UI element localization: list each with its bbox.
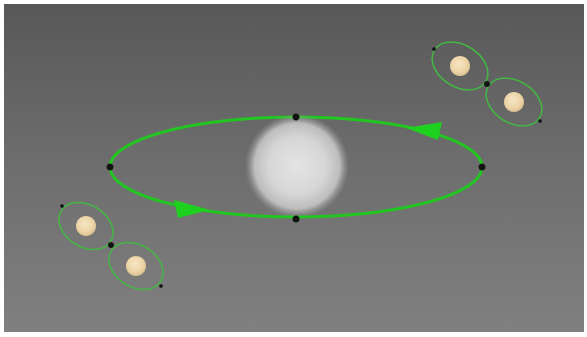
orbit-node-top — [292, 113, 300, 121]
orbit-node-bottom — [292, 215, 300, 223]
orbit-arrow-bottom-icon — [174, 200, 210, 218]
binary-node — [538, 119, 542, 123]
central-body — [245, 114, 349, 218]
binary-center-node — [108, 242, 114, 248]
binary-node — [159, 284, 163, 288]
binary-star — [126, 256, 146, 276]
binary-star — [76, 216, 96, 236]
binary-orbit — [58, 201, 114, 251]
binary-star — [504, 92, 524, 112]
orbit-node-left — [106, 163, 114, 171]
binary-system-upper-right — [431, 41, 543, 127]
animation-scene — [4, 4, 584, 332]
binary-orbit — [108, 241, 164, 291]
binary-node — [432, 47, 436, 51]
binary-star — [450, 56, 470, 76]
orbit-node-right — [478, 163, 486, 171]
orbit-diagram — [58, 41, 543, 291]
binary-node — [60, 204, 64, 208]
orbit-arrow-top-icon — [406, 122, 442, 140]
binary-system-lower-left — [58, 201, 164, 291]
binary-center-node — [484, 81, 490, 87]
